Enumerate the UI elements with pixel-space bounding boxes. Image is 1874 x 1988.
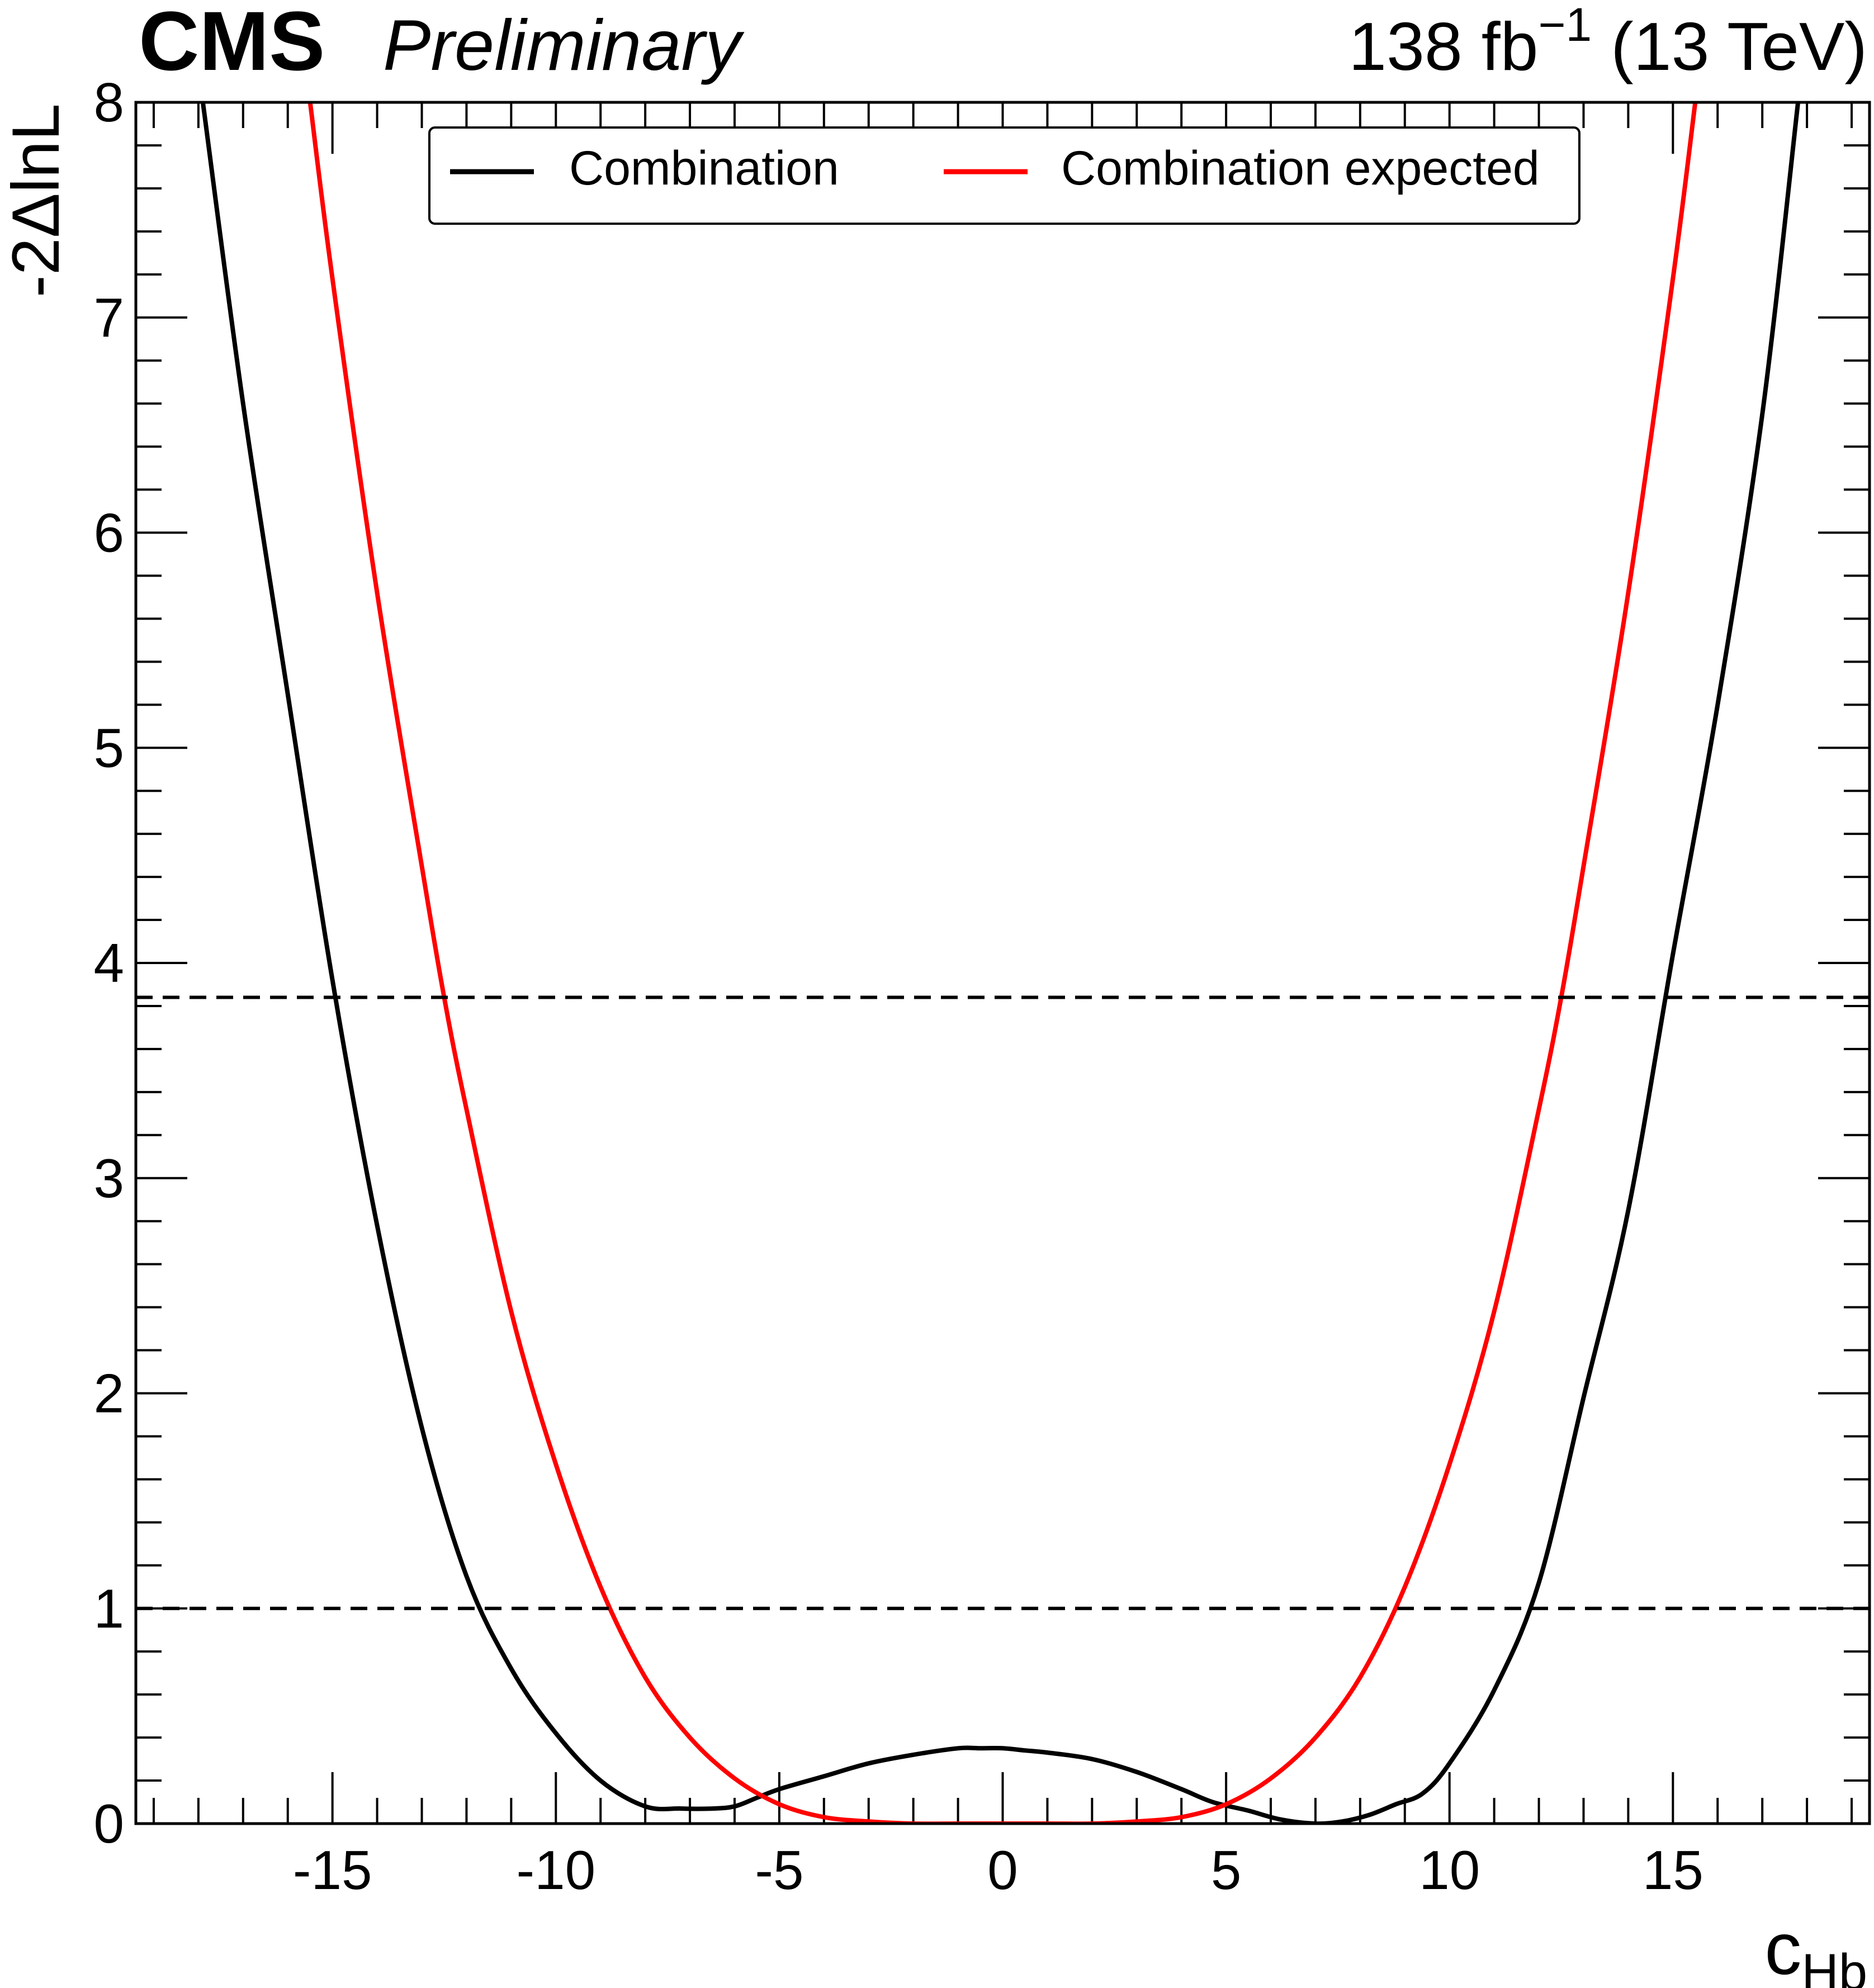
curves [200, 102, 1801, 1824]
y-tick-label: 6 [93, 502, 124, 564]
x-tick-label: 5 [1211, 1839, 1242, 1901]
x-tick-label: -10 [516, 1839, 595, 1901]
y-tick-label: 5 [93, 717, 124, 778]
x-axis-title-sub: Hb [1801, 1944, 1867, 1988]
energy-label: (13 TeV) [1592, 8, 1867, 84]
luminosity-exponent: −1 [1538, 0, 1592, 51]
axis-ticks [136, 101, 1870, 1825]
y-tick-label: 0 [93, 1793, 124, 1854]
series-line-combination-expected [307, 102, 1698, 1824]
plot-frame [134, 101, 1871, 1825]
x-tick-label: 0 [987, 1839, 1018, 1901]
x-axis-title: cHb [1764, 1907, 1867, 1988]
luminosity-base: 138 fb [1348, 8, 1538, 84]
x-tick-label: 15 [1643, 1839, 1703, 1901]
status-label: Preliminary [383, 6, 745, 86]
y-tick-label: 4 [93, 932, 124, 994]
luminosity-label: 138 fb−1 (13 TeV) [1348, 0, 1867, 84]
experiment-label: CMS [139, 0, 325, 88]
y-tick-label: 2 [93, 1363, 124, 1424]
legend: Combination Combination expected [428, 126, 1580, 225]
x-tick-label: 10 [1419, 1839, 1480, 1901]
y-axis-title: -2ΔlnL [0, 103, 73, 298]
y-tick-label: 3 [93, 1148, 124, 1209]
x-axis-title-main: c [1764, 1907, 1801, 1988]
legend-entry-combination-expected: Combination expected [1061, 141, 1540, 195]
series-line-combination [200, 102, 1801, 1824]
tick-labels: -15 -10 -5 0 5 10 15 0 1 2 3 4 5 6 7 8 [93, 72, 1703, 1901]
legend-entry-combination: Combination [569, 141, 839, 195]
y-tick-label: 8 [93, 72, 124, 133]
x-tick-label: -5 [755, 1839, 803, 1901]
y-tick-label: 1 [93, 1578, 124, 1639]
reference-lines [136, 995, 1870, 1611]
x-tick-label: -15 [293, 1839, 372, 1901]
y-tick-label: 7 [93, 287, 124, 348]
legend-box [428, 126, 1580, 225]
